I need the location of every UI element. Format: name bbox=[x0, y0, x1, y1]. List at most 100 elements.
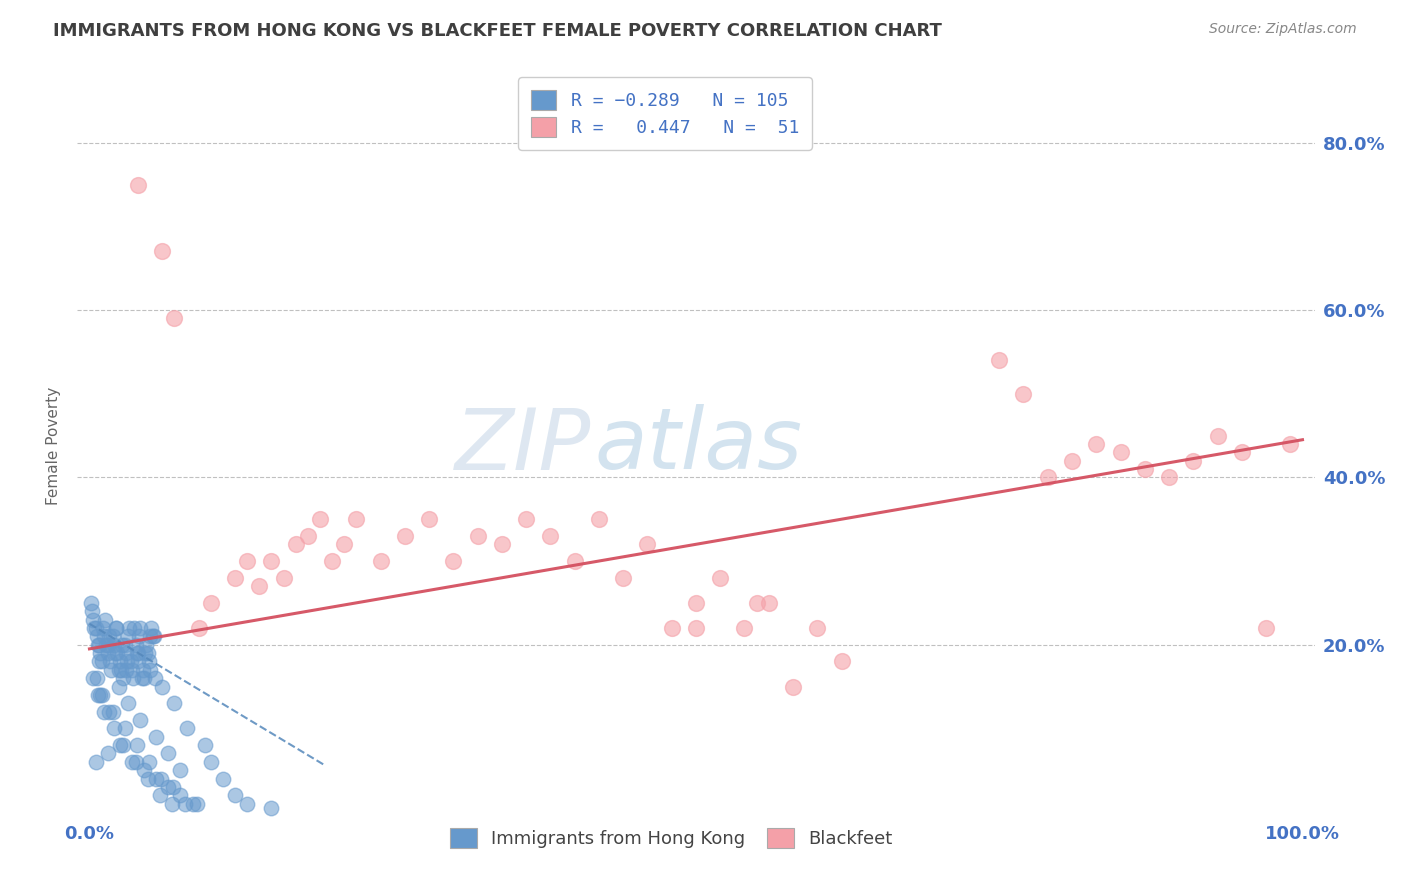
Point bbox=[122, 671, 145, 685]
Point bbox=[111, 638, 134, 652]
Point bbox=[806, 621, 828, 635]
Point bbox=[132, 663, 155, 677]
Point bbox=[115, 646, 138, 660]
Point bbox=[564, 554, 586, 568]
Point bbox=[174, 797, 197, 811]
Point bbox=[141, 621, 163, 635]
Point bbox=[100, 663, 122, 677]
Point bbox=[90, 654, 112, 668]
Point bbox=[91, 621, 114, 635]
Point bbox=[370, 554, 392, 568]
Point bbox=[84, 621, 107, 635]
Point bbox=[127, 654, 149, 668]
Point bbox=[685, 621, 707, 635]
Point bbox=[93, 629, 115, 643]
Point bbox=[163, 311, 186, 326]
Point bbox=[297, 529, 319, 543]
Point bbox=[121, 663, 143, 677]
Point bbox=[114, 722, 136, 736]
Point bbox=[224, 571, 246, 585]
Point bbox=[83, 621, 105, 635]
Point bbox=[988, 353, 1011, 368]
Point bbox=[418, 512, 440, 526]
Point bbox=[124, 638, 146, 652]
Point bbox=[86, 671, 108, 685]
Point bbox=[1230, 445, 1253, 459]
Point bbox=[120, 654, 142, 668]
Point bbox=[734, 621, 756, 635]
Point bbox=[115, 663, 138, 677]
Point bbox=[150, 680, 173, 694]
Point bbox=[200, 755, 222, 769]
Point bbox=[138, 755, 160, 769]
Point bbox=[709, 571, 731, 585]
Point bbox=[80, 604, 103, 618]
Point bbox=[145, 730, 167, 744]
Point bbox=[661, 621, 683, 635]
Point bbox=[115, 654, 138, 668]
Point bbox=[467, 529, 489, 543]
Point bbox=[636, 537, 658, 551]
Point bbox=[103, 722, 125, 736]
Point bbox=[112, 738, 135, 752]
Point bbox=[169, 763, 191, 777]
Point bbox=[134, 646, 156, 660]
Point bbox=[87, 638, 110, 652]
Point bbox=[97, 705, 120, 719]
Point bbox=[143, 671, 166, 685]
Point bbox=[273, 571, 295, 585]
Point bbox=[96, 638, 118, 652]
Point bbox=[157, 780, 180, 794]
Point bbox=[333, 537, 356, 551]
Point bbox=[107, 680, 129, 694]
Point bbox=[284, 537, 307, 551]
Point bbox=[108, 738, 131, 752]
Point bbox=[588, 512, 610, 526]
Point bbox=[194, 738, 217, 752]
Point bbox=[97, 629, 120, 643]
Point bbox=[142, 629, 165, 643]
Point bbox=[236, 554, 259, 568]
Point bbox=[163, 696, 186, 710]
Point bbox=[82, 613, 104, 627]
Text: IMMIGRANTS FROM HONG KONG VS BLACKFEET FEMALE POVERTY CORRELATION CHART: IMMIGRANTS FROM HONG KONG VS BLACKFEET F… bbox=[53, 22, 942, 40]
Point bbox=[124, 755, 146, 769]
Point bbox=[1036, 470, 1059, 484]
Point bbox=[112, 671, 135, 685]
Point bbox=[89, 646, 111, 660]
Point bbox=[200, 596, 222, 610]
Point bbox=[236, 797, 259, 811]
Point bbox=[224, 789, 246, 803]
Point bbox=[176, 722, 198, 736]
Point bbox=[538, 529, 561, 543]
Point bbox=[145, 772, 167, 786]
Point bbox=[1085, 437, 1108, 451]
Point bbox=[321, 554, 343, 568]
Point bbox=[86, 629, 108, 643]
Point bbox=[127, 178, 149, 192]
Point bbox=[93, 705, 115, 719]
Point bbox=[1254, 621, 1277, 635]
Point bbox=[117, 629, 139, 643]
Point bbox=[394, 529, 416, 543]
Point bbox=[82, 671, 104, 685]
Point bbox=[105, 621, 128, 635]
Point bbox=[247, 579, 270, 593]
Point bbox=[135, 638, 157, 652]
Point bbox=[136, 772, 159, 786]
Point bbox=[260, 801, 283, 815]
Point bbox=[94, 613, 117, 627]
Point bbox=[441, 554, 464, 568]
Point bbox=[90, 688, 112, 702]
Point bbox=[1012, 386, 1035, 401]
Point bbox=[782, 680, 804, 694]
Point bbox=[136, 646, 159, 660]
Point bbox=[97, 646, 120, 660]
Point bbox=[1279, 437, 1302, 451]
Point bbox=[132, 671, 155, 685]
Point bbox=[139, 629, 162, 643]
Point bbox=[186, 797, 208, 811]
Point bbox=[110, 663, 132, 677]
Point bbox=[157, 747, 180, 761]
Point bbox=[101, 705, 124, 719]
